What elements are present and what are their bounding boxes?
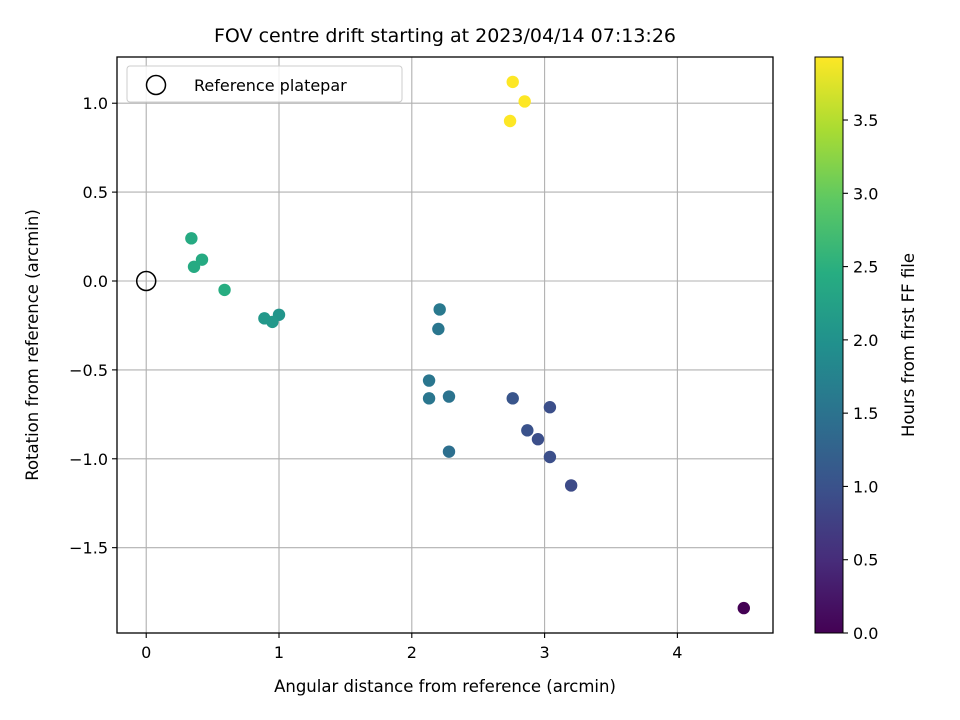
plot-frame [116, 56, 774, 634]
colorbar-tick-label: 0.5 [853, 551, 878, 570]
data-point [506, 392, 519, 405]
legend-box [126, 65, 403, 103]
y-tick-label: 0.0 [83, 272, 108, 291]
x-tick-label: 2 [407, 643, 417, 662]
grid [117, 57, 773, 633]
y-tick-label: −0.5 [69, 361, 108, 380]
colorbar-tick-label: 0.0 [853, 624, 878, 643]
data-point [258, 312, 271, 325]
data-point [195, 253, 209, 266]
x-tick-label: 0 [141, 643, 151, 662]
colorbar-ticks: 0.0 0.5 1.0 1.5 2.0 2.5 3.0 3.5 [843, 111, 878, 643]
data-points [135, 75, 750, 615]
colorbar-tick-label: 2.0 [853, 331, 878, 350]
y-tick-label: −1.5 [69, 539, 108, 558]
x-tick-label: 3 [540, 643, 550, 662]
chart-title: FOV centre drift starting at 2023/04/14 … [214, 25, 676, 47]
data-point [422, 392, 436, 405]
data-point [218, 283, 231, 297]
data-point [543, 401, 557, 414]
axis-ticks: 0 1 2 3 4 −1.5 −1.0 −0.5 0.0 0.5 1.0 [69, 94, 682, 662]
data-point [543, 450, 557, 464]
data-point [518, 95, 531, 108]
data-point [187, 260, 201, 273]
y-tick-label: 0.5 [83, 183, 108, 202]
data-point [506, 75, 519, 89]
data-point [531, 433, 545, 446]
y-tick-label: −1.0 [69, 450, 108, 469]
y-tick-label: 1.0 [83, 94, 108, 113]
data-point [442, 390, 456, 403]
data-point [442, 445, 456, 458]
legend-marker-open-circle [145, 74, 167, 96]
legend: Reference platepar [126, 65, 403, 103]
data-point [521, 424, 534, 437]
y-axis-title: Rotation from reference (arcmin) [23, 209, 42, 481]
colorbar-tick-label: 3.0 [853, 184, 878, 203]
colorbar [814, 56, 844, 634]
colorbar-title: Hours from first FF file [899, 253, 918, 437]
colorbar-tick-label: 1.5 [853, 404, 878, 423]
x-tick-label: 4 [672, 643, 682, 662]
colorbar-tick-label: 3.5 [853, 111, 878, 130]
x-axis-title: Angular distance from reference (arcmin) [274, 677, 616, 696]
data-point [432, 322, 445, 336]
data-point [503, 114, 517, 128]
x-tick-label: 1 [274, 643, 284, 662]
data-point [185, 232, 198, 245]
data-point [422, 374, 436, 387]
colorbar-tick-label: 1.0 [853, 477, 878, 496]
colorbar-tick-label: 2.5 [853, 258, 878, 277]
data-point [737, 601, 750, 615]
legend-label: Reference platepar [194, 76, 347, 95]
reference-point [135, 270, 157, 292]
data-point [564, 479, 578, 492]
data-point [433, 303, 446, 316]
